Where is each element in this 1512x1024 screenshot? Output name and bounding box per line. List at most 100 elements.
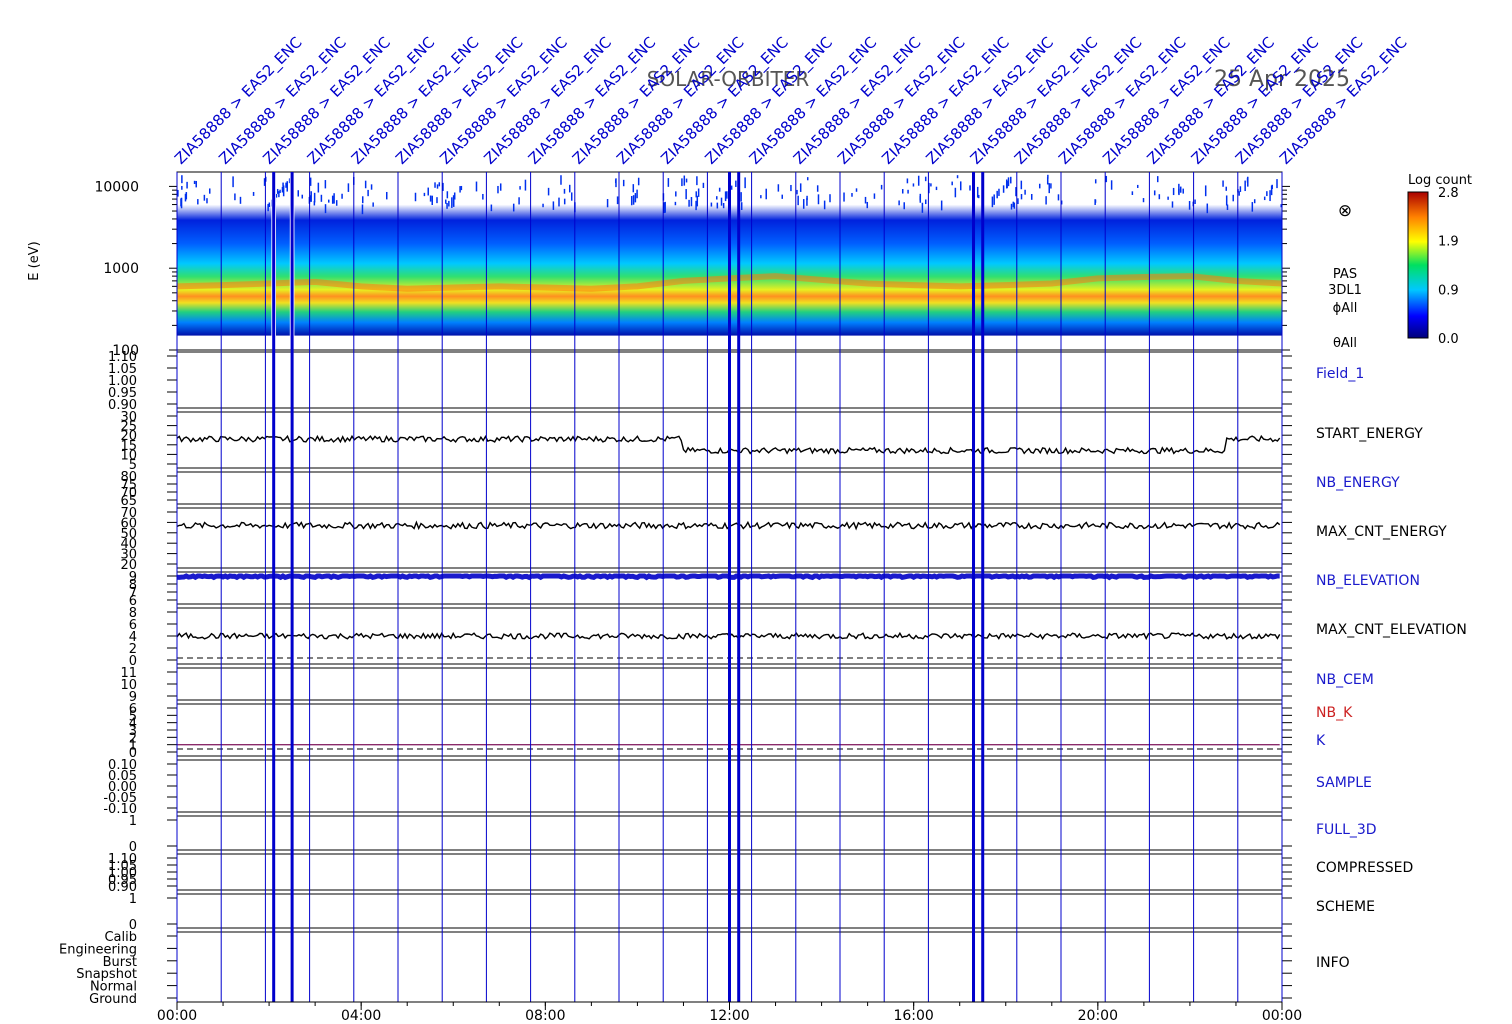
- spectrogram-pixel: [816, 185, 819, 192]
- x-tick-label: 00:00: [1262, 1008, 1302, 1020]
- spectrogram-pixel: [177, 189, 179, 197]
- y-tick-label: Engineering: [59, 942, 137, 957]
- spectrogram-pixel: [1251, 202, 1254, 212]
- spectrogram-pixel: [906, 178, 909, 184]
- spectrogram-pixel: [632, 184, 635, 193]
- spectrogram-pixel: [716, 202, 719, 209]
- spectrogram-pixel: [278, 191, 280, 198]
- spectrogram-pixel: [1015, 187, 1017, 197]
- spectrogram-pixel: [907, 189, 909, 194]
- colorbar-title: Log count: [1408, 173, 1472, 188]
- spectrogram-pixel: [1276, 179, 1278, 189]
- spectrogram-pixel: [681, 178, 683, 187]
- spectrogram-pixel: [951, 181, 953, 186]
- spectrogram-pixel: [683, 175, 686, 186]
- spectrogram-pixel: [512, 203, 515, 212]
- y-tick-label: 0.10: [108, 758, 137, 773]
- spectrogram-pixel: [570, 192, 573, 201]
- spectrogram-pixel: [851, 193, 853, 197]
- spectrogram-pixel: [563, 188, 566, 194]
- x-tick-label: 12:00: [709, 1008, 749, 1020]
- panel-field-1: 1.101.051.000.950.90 Field_1: [108, 350, 1364, 413]
- spectrogram-pixel: [431, 195, 433, 205]
- y-tick-label: 8: [129, 578, 137, 593]
- spectrogram-pixel: [1105, 175, 1108, 183]
- spectrogram-pixel: [1094, 179, 1097, 184]
- spectrogram-pixel: [1188, 201, 1191, 210]
- spectrogram-pixel: [1171, 201, 1174, 208]
- spectrogram-pixel: [829, 194, 831, 203]
- y-tick-label: 1.00: [108, 374, 137, 389]
- spectrogram-pixel: [1244, 180, 1246, 192]
- x-tick-label: 16:00: [893, 1008, 933, 1020]
- spectrogram-pixel: [1194, 199, 1196, 205]
- y-tick-label: 0.00: [108, 780, 137, 795]
- spectrogram-pixel: [695, 191, 697, 198]
- spectrogram-pixel: [1153, 190, 1156, 196]
- spectrogram-pixel: [667, 178, 670, 187]
- spectrogram-pixel: [912, 183, 915, 187]
- spectrogram-pixel: [702, 182, 705, 188]
- spectrogram-pixel: [1045, 196, 1047, 205]
- spectrogram-pixel: [282, 185, 285, 197]
- spectrogram-pixel: [1002, 185, 1005, 193]
- spectrogram-pixel: [1030, 193, 1033, 200]
- spectrogram-pixel: [499, 183, 502, 191]
- side-label: PAS: [1333, 267, 1357, 282]
- colorbar-scale: [1407, 191, 1429, 339]
- spectrogram-pixel: [866, 201, 869, 209]
- spectrogram-pixel: [735, 180, 737, 187]
- y-tick-label: 1.05: [108, 859, 137, 874]
- y-tick-label: 60: [120, 516, 137, 531]
- spectrogram-pixel: [806, 177, 809, 181]
- y-tick-label: 9: [129, 570, 137, 585]
- y-tick-label: 10: [120, 678, 137, 693]
- spectrogram-pixel: [276, 188, 279, 194]
- y-tick-label: 1.00: [108, 866, 137, 881]
- spectrogram-pixel: [1266, 191, 1268, 197]
- spectrogram-pixel: [568, 184, 571, 193]
- spectrogram-pixel: [637, 177, 640, 186]
- spectrogram-pixel: [429, 195, 432, 202]
- spectrogram-pixel: [208, 188, 211, 194]
- spectrogram-pixel: [710, 202, 713, 207]
- spectrogram-pixel: [341, 193, 343, 199]
- spectrogram-pixel: [1156, 176, 1159, 183]
- spectrogram-pixel: [364, 180, 367, 189]
- spectrogram-pixel: [1178, 183, 1180, 194]
- y-tick-label: 1.10: [108, 350, 137, 365]
- series-trace: [176, 631, 1281, 641]
- spectrogram-pixel: [718, 187, 721, 192]
- spectrogram-pixel: [370, 184, 373, 190]
- side-label: 3DL1: [1328, 283, 1362, 298]
- y-tick-label: Normal: [90, 980, 137, 995]
- spectrogram-pixel: [873, 193, 876, 199]
- spectrogram-pixel: [475, 181, 478, 192]
- spectrogram-pixel: [288, 178, 291, 184]
- spectrogram-pixel: [1094, 199, 1096, 205]
- spectrogram-pixel: [434, 182, 436, 188]
- spectrogram-pixel: [313, 201, 316, 206]
- y-tick-label: 6: [129, 618, 137, 633]
- spectrogram-pixel: [1225, 195, 1228, 206]
- spectrogram-pixel: [518, 197, 520, 205]
- y-tick-label: 0: [129, 918, 137, 933]
- spectrogram-pixel: [954, 187, 957, 198]
- y-tick-label: -0.05: [103, 791, 137, 806]
- y-tick-label: -0.10: [103, 802, 137, 817]
- spectrogram-pixel: [674, 201, 677, 206]
- spectrogram-pixel: [301, 194, 304, 199]
- y-tick-label: 1: [129, 892, 137, 907]
- spectrogram-pixel: [777, 184, 780, 192]
- y-tick-label: 0.05: [108, 769, 137, 784]
- y-tick-label: Ground: [89, 992, 137, 1007]
- mission-title: SOLAR-ORBITER: [647, 67, 810, 91]
- spectrogram-pixel: [267, 203, 269, 212]
- x-axis: 00:00 04:00 08:00 12:00 16:00 20:00 00:00: [157, 1001, 1302, 1024]
- y-tick-label: 30: [120, 410, 137, 425]
- spectrogram-pixel: [1047, 174, 1049, 179]
- spectrogram-pixel: [996, 190, 998, 199]
- y-tick-label: 25: [120, 420, 137, 435]
